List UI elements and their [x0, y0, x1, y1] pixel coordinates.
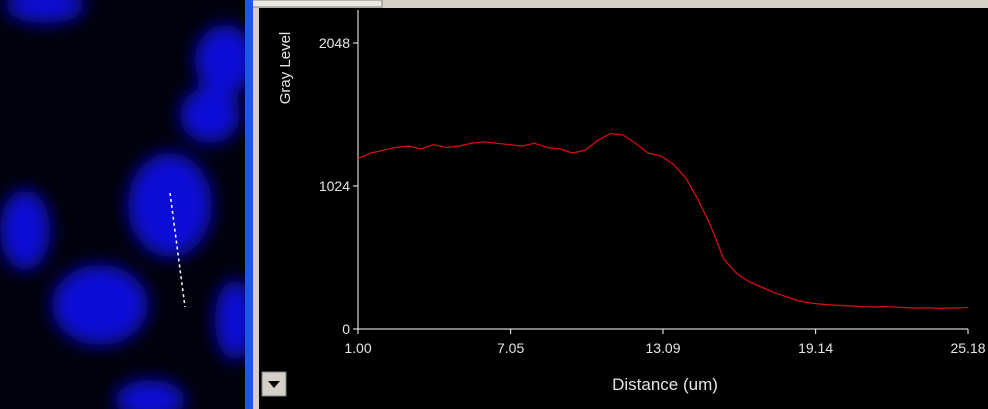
x-tick-label: 25.18 [950, 340, 985, 356]
y-tick-label: 0 [342, 321, 350, 337]
screenshot: Distance (um) Gray Level 1.00 7.05 13.09 19… [0, 0, 988, 409]
y-axis-label: Gray Level [277, 32, 294, 105]
y-tick-label: 2048 [319, 35, 350, 51]
x-tick-label: 13.09 [645, 340, 680, 356]
border [253, 8, 259, 409]
x-tick-label: 1.00 [344, 340, 371, 356]
x-tick-label: 19.14 [798, 340, 833, 356]
y-tick-label: 1024 [319, 178, 350, 194]
x-axis-label: Distance (um) [612, 375, 718, 394]
window: Distance (um) Gray Level 1.00 7.05 13.09 19… [0, 0, 988, 409]
x-tick-label: 7.05 [497, 340, 524, 356]
splitter[interactable] [245, 0, 253, 409]
